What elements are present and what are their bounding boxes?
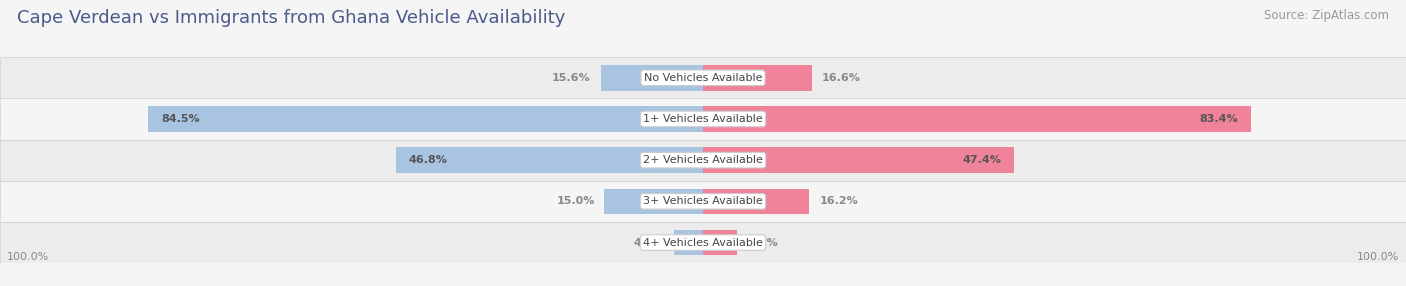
Bar [0, 98, 1406, 140]
Bar [703, 106, 1251, 132]
Bar [0, 140, 1406, 181]
Bar [148, 106, 703, 132]
Bar [703, 230, 737, 255]
Text: 83.4%: 83.4% [1199, 114, 1237, 124]
Text: No Vehicles Available: No Vehicles Available [644, 73, 762, 83]
Text: Cape Verdean vs Immigrants from Ghana Vehicle Availability: Cape Verdean vs Immigrants from Ghana Ve… [17, 9, 565, 27]
Text: 15.6%: 15.6% [553, 73, 591, 83]
Text: 4.4%: 4.4% [633, 238, 664, 247]
Text: 1+ Vehicles Available: 1+ Vehicles Available [643, 114, 763, 124]
Text: 3+ Vehicles Available: 3+ Vehicles Available [643, 196, 763, 206]
Bar [703, 188, 810, 214]
Text: 47.4%: 47.4% [963, 155, 1001, 165]
Text: 100.0%: 100.0% [7, 252, 49, 262]
Bar [0, 222, 1406, 263]
Bar [703, 147, 1014, 173]
Text: 100.0%: 100.0% [1357, 252, 1399, 262]
Text: 5.2%: 5.2% [747, 238, 778, 247]
Bar [673, 230, 703, 255]
Text: 2+ Vehicles Available: 2+ Vehicles Available [643, 155, 763, 165]
Bar [605, 188, 703, 214]
Text: 46.8%: 46.8% [409, 155, 447, 165]
Text: 84.5%: 84.5% [160, 114, 200, 124]
Bar [395, 147, 703, 173]
Bar [600, 65, 703, 91]
Text: 15.0%: 15.0% [557, 196, 595, 206]
Text: 16.2%: 16.2% [820, 196, 858, 206]
Text: 16.6%: 16.6% [823, 73, 860, 83]
Bar [0, 181, 1406, 222]
Bar [703, 65, 813, 91]
Text: 4+ Vehicles Available: 4+ Vehicles Available [643, 238, 763, 247]
Bar [0, 57, 1406, 98]
Text: Source: ZipAtlas.com: Source: ZipAtlas.com [1264, 9, 1389, 21]
